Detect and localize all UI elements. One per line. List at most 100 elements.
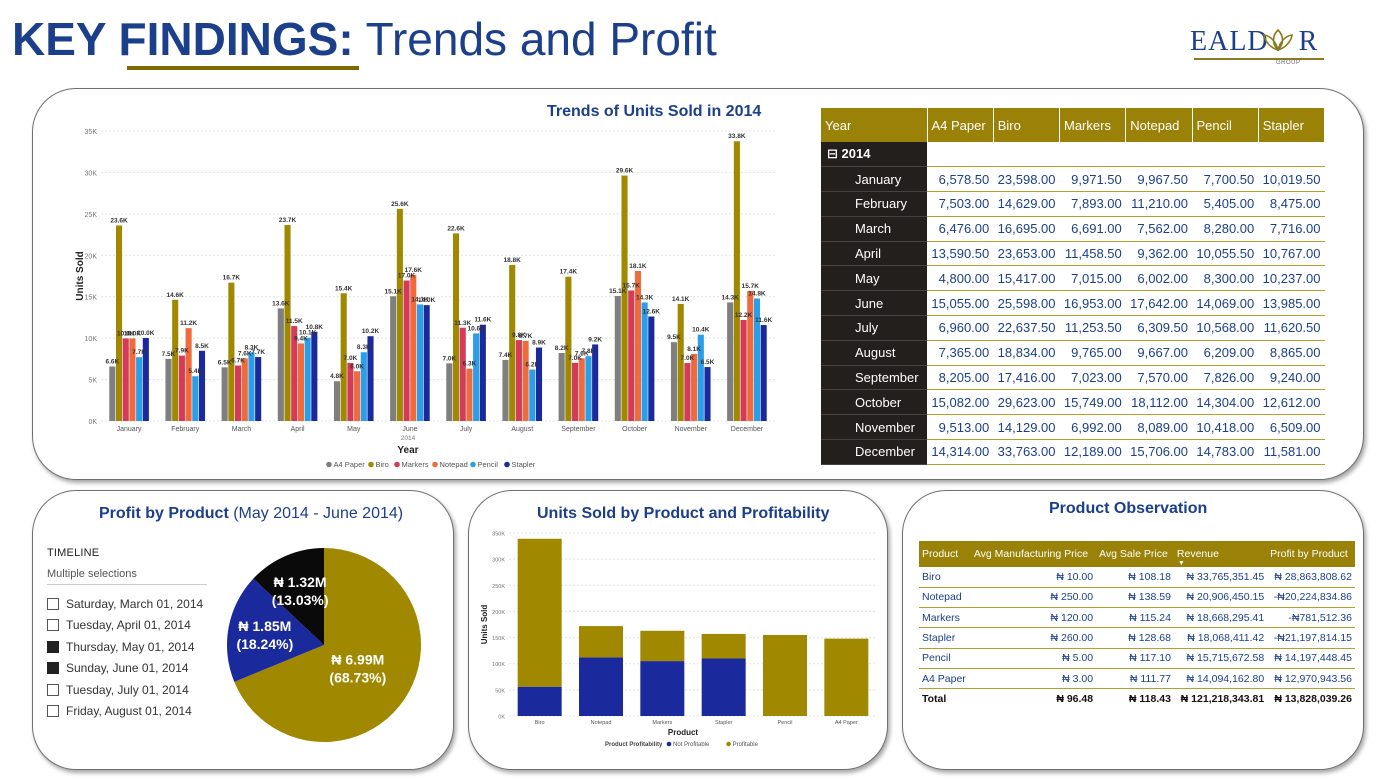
units-stacked-bar-chart[interactable]: 0K 50K 100K 150K 200K 250K 300K 350K Units Sold B… [469, 491, 889, 771]
trends-legend-label[interactable]: Biro [376, 460, 389, 469]
trends-bar-pencil[interactable] [416, 304, 424, 421]
slicer-checkbox[interactable] [47, 662, 59, 675]
trends-bar-pencil[interactable] [304, 337, 311, 421]
trends-bar-pencil[interactable] [136, 357, 143, 421]
trends-bar-stapler[interactable] [311, 331, 318, 421]
slicer-checkbox[interactable] [47, 619, 59, 632]
trends-bar-biro[interactable] [396, 208, 403, 421]
trends-bar-pencil[interactable] [529, 369, 536, 421]
trends-bar-notepad[interactable] [297, 343, 304, 421]
observation-header-profit-by-product[interactable]: Profit by Product [1267, 541, 1355, 567]
trends-legend-label[interactable]: Notepad [440, 460, 468, 469]
trends-bar-a4-paper[interactable] [502, 359, 509, 421]
stack-legend-label[interactable]: Not Profitable [673, 742, 710, 748]
trends-bar-a4-paper[interactable] [670, 342, 678, 421]
pie-slice-2[interactable] [253, 548, 324, 645]
trends-bar-biro[interactable] [284, 225, 291, 421]
trends-bar-biro[interactable] [621, 175, 628, 421]
trends-bar-biro[interactable] [733, 141, 740, 421]
trends-bar-a4-paper[interactable] [446, 363, 453, 421]
sort-desc-icon[interactable]: ▼ [1177, 560, 1185, 567]
pivot-header-a4-paper[interactable]: A4 Paper [927, 108, 994, 142]
trends-bar-markers[interactable] [572, 362, 579, 421]
pivot-year-label[interactable]: ⊟ 2014 [821, 142, 927, 168]
trends-bar-stapler[interactable] [142, 337, 149, 421]
stack-bar-profitable[interactable] [763, 634, 807, 716]
stack-bar-profitable[interactable] [517, 538, 562, 687]
trends-bar-notepad[interactable] [466, 368, 473, 421]
units-pivot-table[interactable]: Year A4 Paper Biro Markers Notepad Pencil Stap… [821, 108, 1326, 465]
trends-bar-notepad[interactable] [354, 371, 361, 421]
stack-bar-profitable[interactable] [579, 626, 623, 658]
slicer-option[interactable]: Saturday, March 01, 2014 [47, 593, 207, 615]
trends-bar-notepad[interactable] [241, 358, 248, 421]
trends-bar-stapler[interactable] [648, 316, 655, 421]
observation-header-product[interactable]: Product [919, 541, 971, 567]
trends-bar-notepad[interactable] [410, 274, 417, 421]
pivot-header-biro[interactable]: Biro [993, 108, 1061, 142]
trends-bar-markers[interactable] [403, 280, 410, 421]
trends-legend-label[interactable]: A4 Paper [334, 460, 366, 469]
trends-bar-a4-paper[interactable] [390, 296, 397, 421]
pivot-header-notepad[interactable]: Notepad [1125, 108, 1193, 142]
trends-bar-biro[interactable] [340, 293, 347, 421]
trends-bar-notepad[interactable] [634, 270, 641, 421]
trends-bar-markers[interactable] [515, 340, 522, 421]
stack-bar-not-profitable[interactable] [579, 657, 623, 716]
trends-bar-biro[interactable] [172, 299, 179, 421]
slicer-checkbox[interactable] [47, 597, 59, 610]
trends-legend-label[interactable]: Stapler [512, 460, 536, 469]
trends-bar-pencil[interactable] [248, 352, 255, 421]
trends-bar-chart[interactable]: 0K 5K 10K 15K 20K 25K 30K 35K Units Sold 6.6K 23.6… [33, 89, 793, 481]
observation-header-avg-manufacturing-price[interactable]: Avg Manufacturing Price [970, 541, 1097, 567]
trends-legend-label[interactable]: Markers [402, 460, 429, 469]
stack-bar-not-profitable[interactable] [517, 686, 562, 716]
trends-bar-stapler[interactable] [479, 324, 486, 421]
trends-bar-biro[interactable] [509, 264, 516, 421]
trends-bar-stapler[interactable] [760, 325, 767, 421]
slicer-checkbox[interactable] [47, 640, 59, 653]
trends-bar-stapler[interactable] [535, 347, 543, 421]
trends-bar-notepad[interactable] [578, 358, 585, 421]
observation-header-revenue[interactable]: Revenue ▼ [1173, 541, 1268, 567]
pivot-year-row[interactable]: ⊟ 2014 [821, 142, 1325, 168]
trends-bar-markers[interactable] [291, 326, 298, 421]
pivot-header-pencil[interactable]: Pencil [1192, 108, 1259, 142]
trends-bar-markers[interactable] [684, 363, 691, 421]
trends-bar-a4-paper[interactable] [165, 358, 172, 421]
trends-bar-biro[interactable] [228, 282, 235, 421]
trends-bar-pencil[interactable] [585, 356, 592, 421]
observation-header-avg-sale-price[interactable]: Avg Sale Price [1096, 541, 1174, 567]
stack-bar-not-profitable[interactable] [640, 661, 685, 716]
trends-bar-stapler[interactable] [198, 350, 206, 421]
stack-bar-not-profitable[interactable] [701, 658, 746, 716]
slicer-option[interactable]: Tuesday, April 01, 2014 [47, 615, 207, 637]
trends-bar-markers[interactable] [235, 365, 242, 421]
trends-bar-a4-paper[interactable] [727, 302, 734, 421]
trends-bar-pencil[interactable] [641, 302, 648, 421]
profit-pie-chart[interactable]: ₦ 6.99M (68.73%) ₦ 1.85M (18.24%) ₦ 1.32M (13… [33, 491, 455, 771]
trends-bar-pencil[interactable] [753, 298, 761, 421]
trends-bar-markers[interactable] [347, 362, 354, 421]
stack-bar-profitable[interactable] [824, 638, 869, 716]
slicer-option[interactable]: Sunday, June 01, 2014 [47, 658, 207, 680]
trends-bar-biro[interactable] [115, 225, 123, 421]
trends-bar-markers[interactable] [459, 327, 466, 421]
trends-bar-pencil[interactable] [360, 352, 367, 421]
observation-table[interactable]: Product Avg Manufacturing Price Avg Sale P… [919, 541, 1355, 709]
trends-bar-a4-paper[interactable] [558, 353, 565, 421]
trends-bar-stapler[interactable] [367, 336, 374, 421]
stack-legend-label[interactable]: Profitable [733, 742, 759, 748]
pivot-header-stapler[interactable]: Stapler [1258, 108, 1326, 142]
trends-bar-biro[interactable] [452, 233, 460, 421]
stack-bar-profitable[interactable] [640, 630, 685, 662]
slicer-checkbox[interactable] [47, 705, 59, 718]
trends-bar-a4-paper[interactable] [277, 308, 284, 421]
trends-bar-pencil[interactable] [192, 376, 199, 421]
slicer-checkbox[interactable] [47, 683, 59, 696]
pivot-header-markers[interactable]: Markers [1059, 108, 1127, 142]
trends-bar-biro[interactable] [565, 276, 572, 421]
trends-bar-biro[interactable] [677, 303, 684, 421]
trends-bar-notepad[interactable] [522, 340, 529, 421]
trends-bar-markers[interactable] [122, 338, 129, 421]
